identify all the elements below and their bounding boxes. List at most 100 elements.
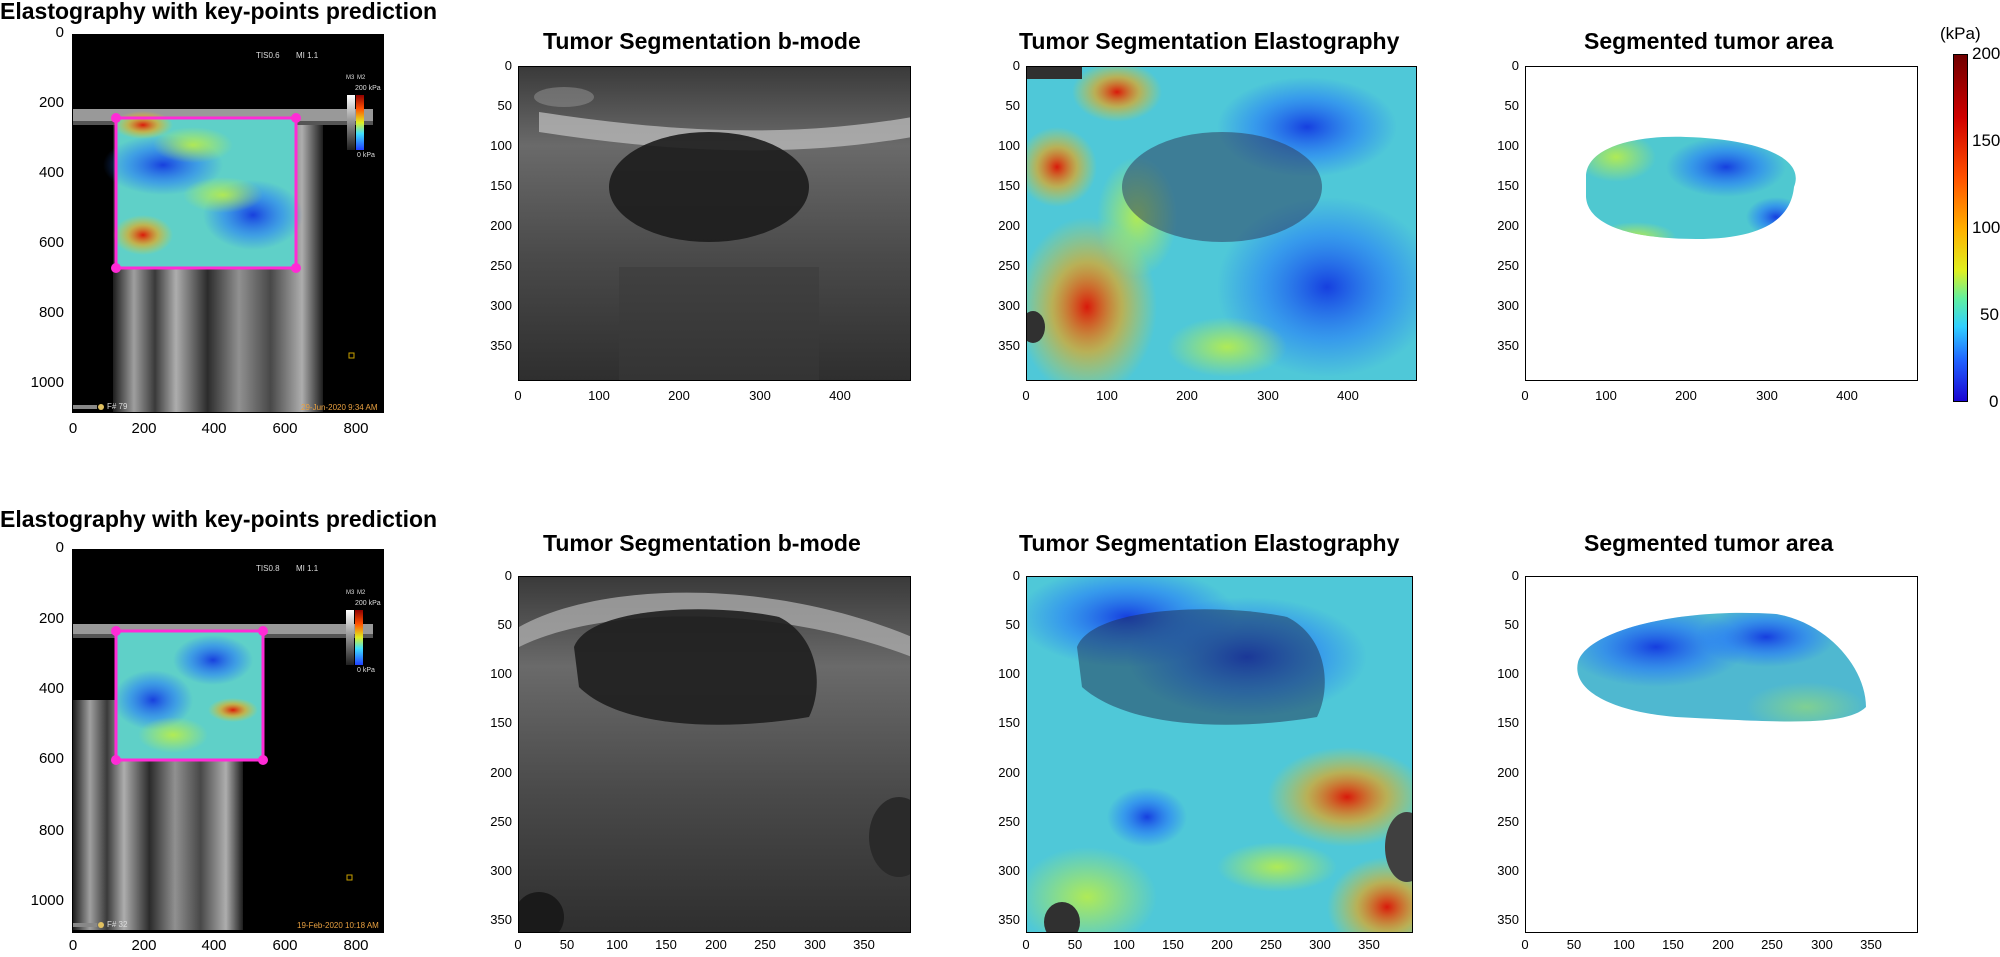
m3-label: M3 [346, 590, 355, 596]
y-tick: 200 [998, 765, 1020, 780]
x-tick: 300 [1811, 937, 1833, 952]
x-tick: 100 [1113, 937, 1135, 952]
colorbar-tick: 0 [1989, 392, 1999, 411]
x-tick: 250 [754, 937, 776, 952]
x-tick: 300 [1257, 388, 1279, 403]
panel-title: Elastography with key-points prediction [0, 0, 438, 24]
colorbar-tick: 200 [1972, 44, 2000, 63]
y-tick: 300 [998, 863, 1020, 878]
x-tick: 0 [68, 420, 78, 437]
x-tick: 300 [1756, 388, 1778, 403]
segmented-tumor-image [1525, 576, 1918, 933]
x-tick: 200 [131, 937, 157, 954]
y-tick: 400 [38, 164, 64, 181]
x-tick: 200 [668, 388, 690, 403]
y-tick: 300 [998, 298, 1020, 313]
y-tick: 300 [490, 863, 512, 878]
y-tick: 50 [1005, 617, 1020, 632]
y-tick: 250 [998, 814, 1020, 829]
x-tick: 0 [1521, 388, 1529, 403]
x-tick: 50 [1067, 937, 1083, 952]
x-tick: 400 [829, 388, 851, 403]
x-tick: 350 [1860, 937, 1882, 952]
y-tick: 0 [1012, 58, 1020, 73]
y-tick: 150 [1497, 178, 1519, 193]
x-tick: 300 [1309, 937, 1331, 952]
x-tick: 50 [1566, 937, 1582, 952]
y-tick: 400 [38, 680, 64, 697]
x-tick: 150 [1662, 937, 1684, 952]
y-tick: 0 [504, 58, 512, 73]
y-tick: 200 [1497, 218, 1519, 233]
y-tick: 250 [998, 258, 1020, 273]
x-tick: 800 [343, 420, 369, 437]
x-tick: 0 [514, 937, 522, 952]
colorbar-tick: 50 [1980, 305, 1999, 324]
y-tick: 350 [998, 338, 1020, 353]
x-tick: 350 [853, 937, 875, 952]
y-tick: 0 [504, 568, 512, 583]
x-tick: 50 [559, 937, 575, 952]
panel-title: Tumor Segmentation Elastography [1019, 28, 1400, 54]
colorbar-unit: (kPa) [1940, 24, 1981, 43]
y-tick: 150 [1497, 715, 1519, 730]
segmented-tumor-image [1525, 66, 1918, 381]
y-tick: 600 [38, 234, 64, 251]
tis-readout: TIS0.8 [256, 564, 280, 573]
panel-title: Segmented tumor area [1584, 28, 1834, 54]
y-tick: 100 [998, 666, 1020, 681]
y-tick: 100 [998, 138, 1020, 153]
m2-label: M2 [357, 75, 366, 81]
panel-title: Tumor Segmentation b-mode [543, 530, 861, 556]
y-tick: 200 [38, 94, 64, 111]
tis-readout: TIS0.6 [256, 51, 280, 60]
panel-title: Elastography with key-points prediction [0, 506, 438, 532]
x-tick: 300 [749, 388, 771, 403]
y-tick: 200 [998, 218, 1020, 233]
colorbar-tick: 150 [1972, 131, 2000, 150]
x-tick: 0 [1022, 388, 1030, 403]
y-tick: 0 [55, 24, 64, 41]
y-tick: 150 [490, 178, 512, 193]
x-tick: 150 [655, 937, 677, 952]
timestamp: 19-Feb-2020 10:18 AM [297, 921, 379, 930]
x-tick: 100 [588, 388, 610, 403]
x-tick: 350 [1358, 937, 1380, 952]
y-tick: 0 [1012, 568, 1020, 583]
frame-number: F# 79 [107, 402, 128, 411]
x-tick: 600 [272, 420, 298, 437]
y-tick: 350 [490, 912, 512, 927]
x-tick: 400 [1836, 388, 1858, 403]
x-tick: 0 [1521, 937, 1529, 952]
y-tick: 250 [1497, 814, 1519, 829]
y-tick: 150 [998, 715, 1020, 730]
y-tick: 100 [490, 666, 512, 681]
x-tick: 200 [131, 420, 157, 437]
x-tick: 400 [201, 420, 227, 437]
m3-label: M3 [346, 75, 355, 81]
y-tick: 300 [1497, 298, 1519, 313]
y-tick: 0 [55, 539, 64, 556]
y-tick: 800 [38, 822, 64, 839]
mi-readout: MI 1.1 [296, 51, 319, 60]
x-tick: 100 [606, 937, 628, 952]
panel-title: Tumor Segmentation Elastography [1019, 530, 1400, 556]
x-tick: 600 [272, 937, 298, 954]
elastography-segmentation-image [1026, 66, 1417, 381]
x-tick: 800 [343, 937, 369, 954]
y-tick: 50 [497, 617, 512, 632]
x-tick: 100 [1613, 937, 1635, 952]
y-tick: 200 [490, 218, 512, 233]
y-tick: 1000 [30, 374, 64, 391]
y-tick: 600 [38, 750, 64, 767]
bmode-segmentation-image [518, 576, 911, 933]
colorbar [1953, 54, 1968, 402]
max-kpa-label: 200 kPa [355, 85, 381, 92]
y-tick: 50 [1504, 98, 1519, 113]
y-tick: 250 [490, 814, 512, 829]
x-tick: 100 [1096, 388, 1118, 403]
x-tick: 300 [804, 937, 826, 952]
x-tick: 400 [1337, 388, 1359, 403]
y-tick: 100 [1497, 666, 1519, 681]
y-tick: 800 [38, 304, 64, 321]
